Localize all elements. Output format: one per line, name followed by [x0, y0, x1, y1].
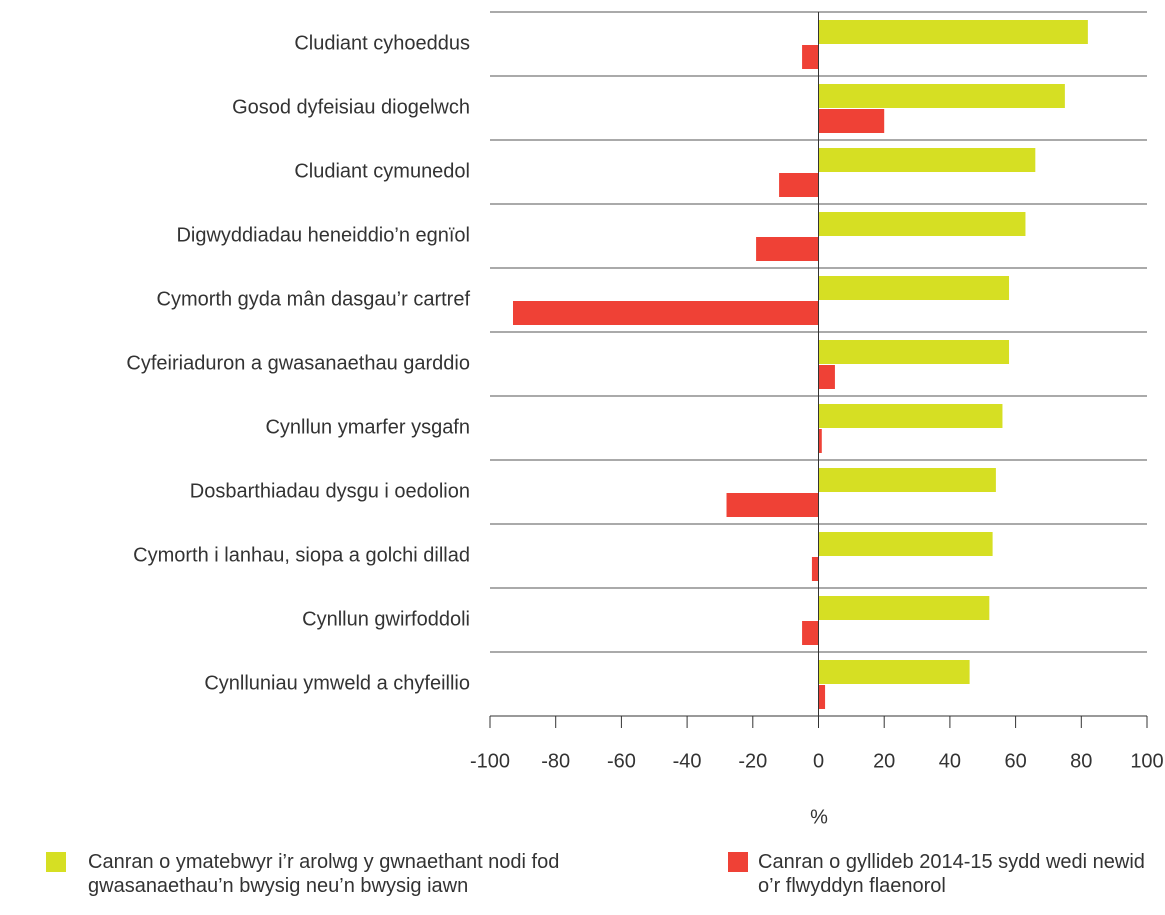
bar — [818, 148, 1036, 172]
bar — [811, 557, 819, 581]
bar — [818, 84, 1065, 108]
y-tick-label: Digwyddiadau heneiddio’n egnïol — [176, 224, 470, 246]
bar — [802, 621, 819, 645]
x-tick-label: -80 — [541, 750, 570, 772]
x-tick-label: 0 — [813, 750, 824, 772]
bar — [818, 340, 1010, 364]
x-axis-label: % — [810, 806, 828, 828]
legend-label: Canran o ymatebwyr i’r arolwg y gwnaetha… — [88, 851, 560, 897]
y-tick-label: Cymorth gyda mân dasgau’r cartref — [157, 288, 471, 310]
bar — [818, 596, 990, 620]
bar — [818, 685, 826, 709]
y-tick-label: Cynlluniau ymweld a chyfeillio — [204, 672, 470, 694]
legend-swatch — [728, 852, 748, 872]
bar — [818, 212, 1026, 236]
bar — [818, 660, 970, 684]
bar — [818, 429, 822, 453]
bar — [818, 532, 993, 556]
bar — [802, 45, 819, 69]
bar — [818, 404, 1003, 428]
bar — [756, 237, 819, 261]
bar — [779, 173, 819, 197]
x-tick-label: 20 — [873, 750, 895, 772]
x-tick-label: -40 — [673, 750, 702, 772]
x-tick-label: 100 — [1130, 750, 1163, 772]
y-tick-label: Cynllun gwirfoddoli — [302, 608, 470, 630]
y-tick-label: Gosod dyfeisiau diogelwch — [232, 96, 470, 118]
bar — [818, 109, 885, 133]
bar — [726, 493, 819, 517]
y-tick-label: Dosbarthiadau dysgu i oedolion — [190, 480, 470, 502]
bar — [818, 468, 996, 492]
bar — [818, 20, 1088, 44]
y-tick-label: Cymorth i lanhau, siopa a golchi dillad — [133, 544, 470, 566]
x-tick-label: 60 — [1004, 750, 1026, 772]
x-tick-label: 80 — [1070, 750, 1092, 772]
bar — [818, 276, 1010, 300]
x-tick-label: 40 — [939, 750, 961, 772]
y-tick-label: Cynllun ymarfer ysgafn — [265, 416, 470, 438]
y-tick-label: Cludiant cymunedol — [294, 160, 470, 182]
x-tick-label: -100 — [470, 750, 510, 772]
legend-label: Canran o gyllideb 2014-15 sydd wedi newi… — [758, 851, 1145, 897]
chart: % -100 -80 -60 -40 -20 0 20 40 60 80 100 Cludiant c… — [126, 11, 1164, 828]
y-tick-label: Cyfeiriaduron a gwasanaethau garddio — [126, 352, 470, 374]
bar — [818, 365, 835, 389]
bar — [512, 301, 819, 325]
x-tick-label: -60 — [607, 750, 636, 772]
y-tick-label: Cludiant cyhoeddus — [294, 32, 470, 54]
x-tick-label: -20 — [738, 750, 767, 772]
legend-swatch — [46, 852, 66, 872]
